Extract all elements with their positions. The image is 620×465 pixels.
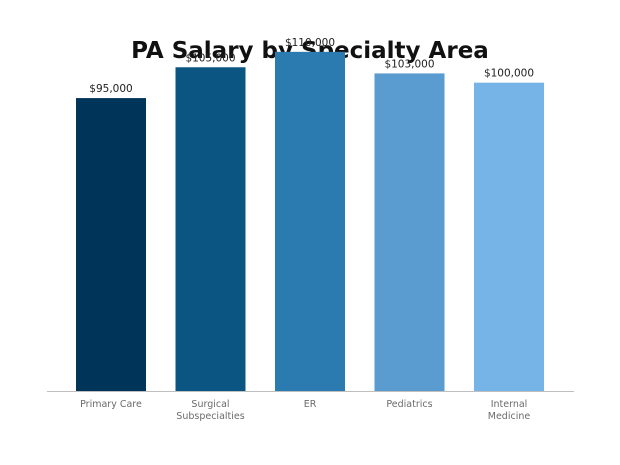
value-label-4: $100,000 <box>484 68 534 80</box>
bars-group <box>76 51 544 392</box>
bar-0 <box>76 98 146 391</box>
value-label-0: $95,000 <box>89 83 132 95</box>
bar-4 <box>474 82 544 392</box>
category-label-0: Primary Care <box>80 399 142 410</box>
bar-3 <box>374 73 445 392</box>
category-label-3: Pediatrics <box>386 399 432 410</box>
category-label-1: Surgical Subspecialties <box>176 399 244 422</box>
value-label-2: $110,000 <box>285 37 335 49</box>
value-label-1: $105,000 <box>185 52 235 64</box>
value-label-3: $103,000 <box>384 58 434 70</box>
category-labels-group: Primary Care Surgical Subspecialties ER Pedi… <box>80 399 530 422</box>
bar-1 <box>175 67 246 391</box>
category-label-2: ER <box>304 399 317 410</box>
value-labels-group: $95,000 $105,000 $110,000 $103,000 $100,000 <box>89 37 534 95</box>
bar-2 <box>275 51 345 391</box>
category-label-4: Internal Medicine <box>488 399 531 422</box>
